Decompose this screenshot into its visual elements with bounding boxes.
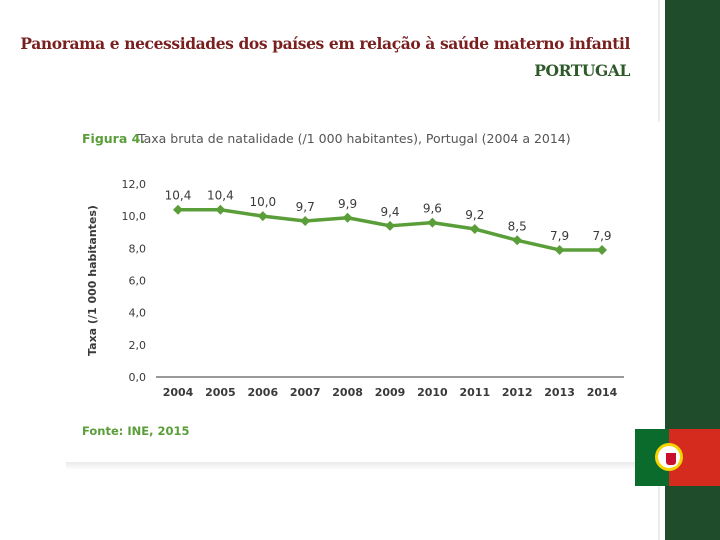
data-point [427,217,438,228]
y-tick-label: 6,0 [129,275,147,288]
data-point [342,212,353,223]
data-point [385,220,395,231]
x-tick-label: 2011 [459,386,490,399]
data-point [554,244,565,255]
data-label: 9,9 [338,197,357,211]
x-tick-label: 2004 [163,386,194,399]
line-chart: Figura 4. Taxa bruta de natalidade (/1 0… [82,131,624,438]
data-label: 10,4 [165,189,192,203]
x-tick-label: 2014 [587,386,618,399]
chart-shadow [66,462,660,470]
data-label: 9,6 [423,202,442,216]
x-tick-label: 2010 [417,386,448,399]
y-tick-label: 8,0 [129,242,147,255]
y-tick-label: 10,0 [122,210,147,223]
page-title: Panorama e necessidades dos países em re… [0,30,630,84]
figure-source: Fonte: INE, 2015 [82,424,190,438]
x-tick-label: 2013 [544,386,575,399]
data-label: 7,9 [592,229,611,243]
data-label: 10,0 [249,195,276,209]
x-tick-label: 2009 [375,386,406,399]
data-point [512,235,523,246]
y-axis-label: Taxa (/1 000 habitantes) [86,205,99,356]
chart-figure: Figura 4. Taxa bruta de natalidade (/1 0… [66,122,660,462]
data-label: 8,5 [508,219,527,233]
figure-label: Figura 4. [82,131,145,146]
x-tick-label: 2012 [502,386,533,399]
data-label: 7,9 [550,229,569,243]
x-tick-label: 2008 [332,386,363,399]
data-point [597,244,607,255]
y-tick-label: 12,0 [122,178,147,191]
y-tick-label: 0,0 [129,371,147,384]
data-label: 9,7 [296,200,315,214]
data-point [173,204,183,215]
data-point [300,215,311,226]
data-label: 9,2 [465,208,484,222]
data-label: 9,4 [380,205,399,219]
data-label: 10,4 [207,189,234,203]
x-tick-label: 2005 [205,386,236,399]
y-tick-label: 2,0 [129,339,147,352]
title-line-1: Panorama e necessidades dos países em re… [20,34,630,53]
y-tick-label: 4,0 [129,307,147,320]
portugal-flag-icon [635,429,720,486]
x-tick-label: 2006 [247,386,278,399]
title-country: PORTUGAL [534,61,630,80]
data-point [469,224,480,235]
x-tick-label: 2007 [290,386,321,399]
data-point [257,211,268,222]
figure-caption: Taxa bruta de natalidade (/1 000 habitan… [137,131,571,146]
data-point [215,204,226,215]
